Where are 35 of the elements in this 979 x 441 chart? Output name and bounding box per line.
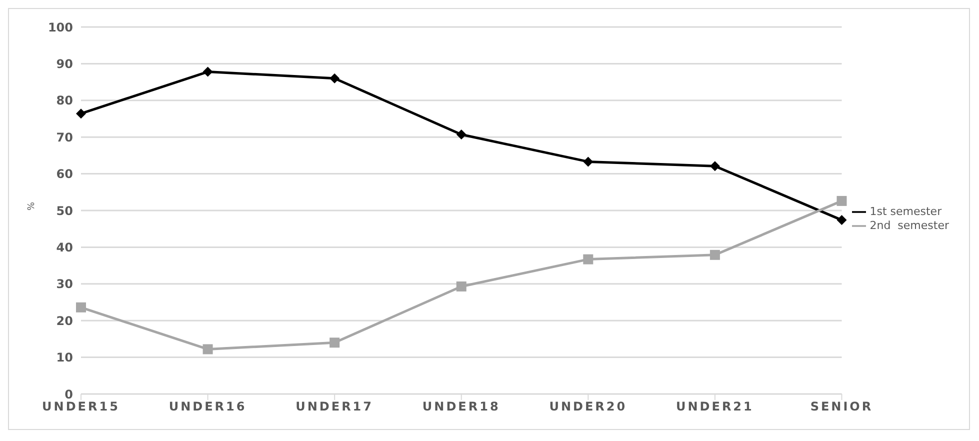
x-tick-label: UNDER17: [296, 400, 374, 414]
point: [202, 66, 213, 77]
y-tick-label: 20: [56, 314, 73, 328]
point: [456, 130, 466, 140]
y-tick-label: 30: [56, 277, 73, 292]
x-tick-label: UNDER20: [549, 400, 628, 414]
x-tick-label: UNDER21: [676, 400, 754, 414]
legend-label: 2nd semester: [870, 219, 949, 232]
y-tick-label: 40: [56, 240, 73, 254]
point: [330, 338, 340, 348]
y-tick-label: 50: [56, 204, 73, 218]
point: [710, 161, 720, 172]
point: [76, 302, 86, 312]
point: [836, 215, 847, 226]
point: [76, 108, 86, 119]
y-tick-label: 70: [56, 130, 73, 144]
y-tick-label: 0: [64, 387, 73, 402]
point: [836, 196, 847, 206]
legend-label: 1st semester: [870, 205, 942, 218]
point: [583, 156, 594, 167]
x-tick-label: SENIOR: [810, 400, 874, 414]
y-tick-label: 90: [56, 56, 73, 71]
point: [456, 281, 466, 292]
y-tick-label: 10: [56, 350, 73, 365]
x-tick-label: UNDER18: [422, 400, 500, 414]
y-axis-title: %: [27, 202, 38, 210]
point: [583, 254, 594, 264]
point: [710, 250, 720, 260]
x-tick-label: UNDER16: [168, 400, 247, 414]
point: [202, 344, 213, 354]
y-tick-label: 100: [48, 20, 73, 34]
y-tick-label: 80: [56, 94, 73, 108]
x-tick-label: UNDER15: [42, 400, 120, 414]
y-tick-label: 60: [56, 167, 73, 182]
point: [330, 73, 340, 84]
